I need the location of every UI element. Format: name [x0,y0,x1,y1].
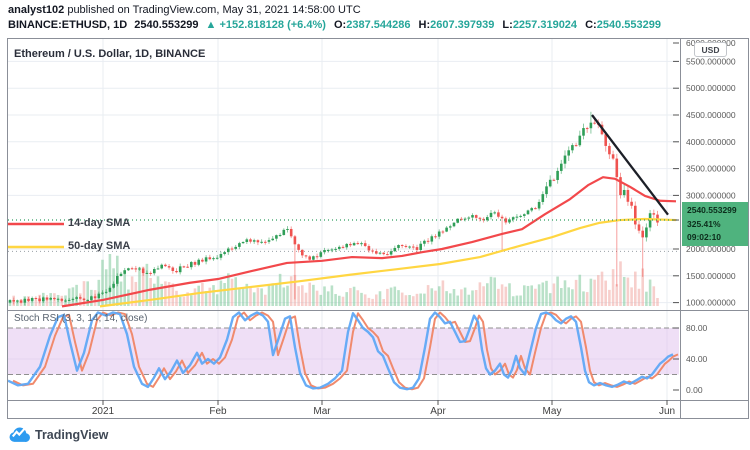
tradingview-logo-icon [9,427,30,442]
svg-text:Mar: Mar [313,406,331,417]
stoch-k-line [8,311,674,391]
close-label: C: [585,19,597,31]
svg-text:40.00: 40.00 [686,354,708,364]
sma50-legend-label: 50-day SMA [68,240,131,252]
currency-toggle-button[interactable]: USD [694,42,727,57]
axis-label-percent: 325.41% [687,218,721,229]
open-label: O: [333,19,347,31]
open-value: 2387.544286 [346,19,411,31]
svg-text:3000.000000: 3000.000000 [686,190,736,200]
svg-text:80.00: 80.00 [686,323,708,333]
symbol-name: BINANCE:ETHUSD, 1D [8,19,128,31]
sma14-legend-label: 14-day SMA [68,217,131,229]
symbol-summary: BINANCE:ETHUSD, 1D 2540.553299 ▲ +152.81… [8,18,661,33]
publish-text: published on TradingView.com, May 31, 20… [64,4,361,16]
axis-label-price: 2540.553299 [687,205,737,215]
author-name: analyst102 [8,4,65,16]
low-value: 2257.319024 [512,19,578,31]
snapshot-header: analyst102 published on TradingView.com,… [8,3,661,33]
trendline [591,114,669,216]
candles-layer [8,111,659,306]
svg-text:5500.000000: 5500.000000 [686,56,736,66]
axis-label-countdown: 09:02:10 [687,232,722,242]
stoch-d-line [12,311,679,391]
svg-text:4000.000000: 4000.000000 [686,137,736,147]
volume-layer [8,254,659,306]
svg-text:May: May [543,406,562,417]
high-label: H: [418,19,431,31]
frame-layer [7,38,749,419]
low-label: L: [502,19,513,31]
svg-text:0.00: 0.00 [686,385,703,395]
svg-text:1500.000000: 1500.000000 [686,271,736,281]
close-value: 2540.553299 [596,19,661,31]
price-panel [8,111,679,308]
price-change: ▲ +152.818128 (+6.4%) [205,19,326,31]
stoch-panel [8,311,679,391]
svg-text:Jun: Jun [659,406,675,417]
svg-text:Feb: Feb [209,406,227,417]
stoch-rsi-label: Stoch RSI (3, 3, 14, 14, close) [14,313,148,324]
svg-text:2021: 2021 [92,406,115,417]
svg-text:1000.000000: 1000.000000 [686,298,736,308]
chart-title: Ethereum / U.S. Dollar, 1D, BINANCE [14,48,206,60]
svg-text:2000.000000: 2000.000000 [686,244,736,254]
svg-text:Apr: Apr [430,406,446,417]
svg-text:4500.000000: 4500.000000 [686,110,736,120]
last-price: 2540.553299 [134,19,199,31]
high-value: 2607.397939 [430,19,495,31]
svg-text:3500.000000: 3500.000000 [686,164,736,174]
tradingview-branding[interactable]: TradingView [8,424,108,446]
last-price-axis-label: 2540.553299 325.41% 09:02:10 [682,202,748,246]
publish-info: analyst102 published on TradingView.com,… [8,3,661,18]
svg-text:5000.000000: 5000.000000 [686,83,736,93]
tradingview-brand-text: TradingView [35,428,109,442]
